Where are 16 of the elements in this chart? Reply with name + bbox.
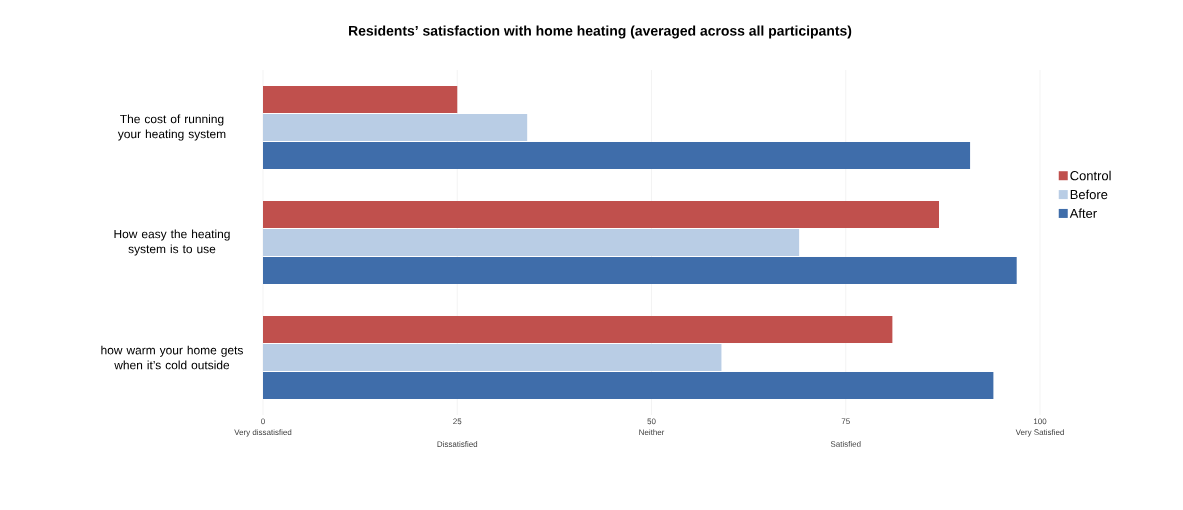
legend-label: After [1069, 208, 1097, 218]
legend-label: Before [1070, 189, 1108, 200]
bar [263, 229, 800, 256]
bar [263, 372, 994, 399]
y-tick-label: How easy the heating system is to use [114, 229, 230, 256]
bar [263, 201, 939, 228]
bar [263, 344, 722, 371]
bar [263, 316, 893, 343]
bar [263, 86, 458, 113]
y-tick-label: The cost of running your heating system [117, 114, 226, 141]
bar [263, 142, 971, 169]
chart-title: Residents’ satisfaction with home heating (averaged across all participants) [349, 25, 852, 39]
bar [263, 257, 1017, 284]
y-tick-label: how warm your home gets when it’s cold outside [101, 345, 243, 370]
bar [263, 114, 528, 141]
legend-label: Control [1070, 170, 1111, 181]
